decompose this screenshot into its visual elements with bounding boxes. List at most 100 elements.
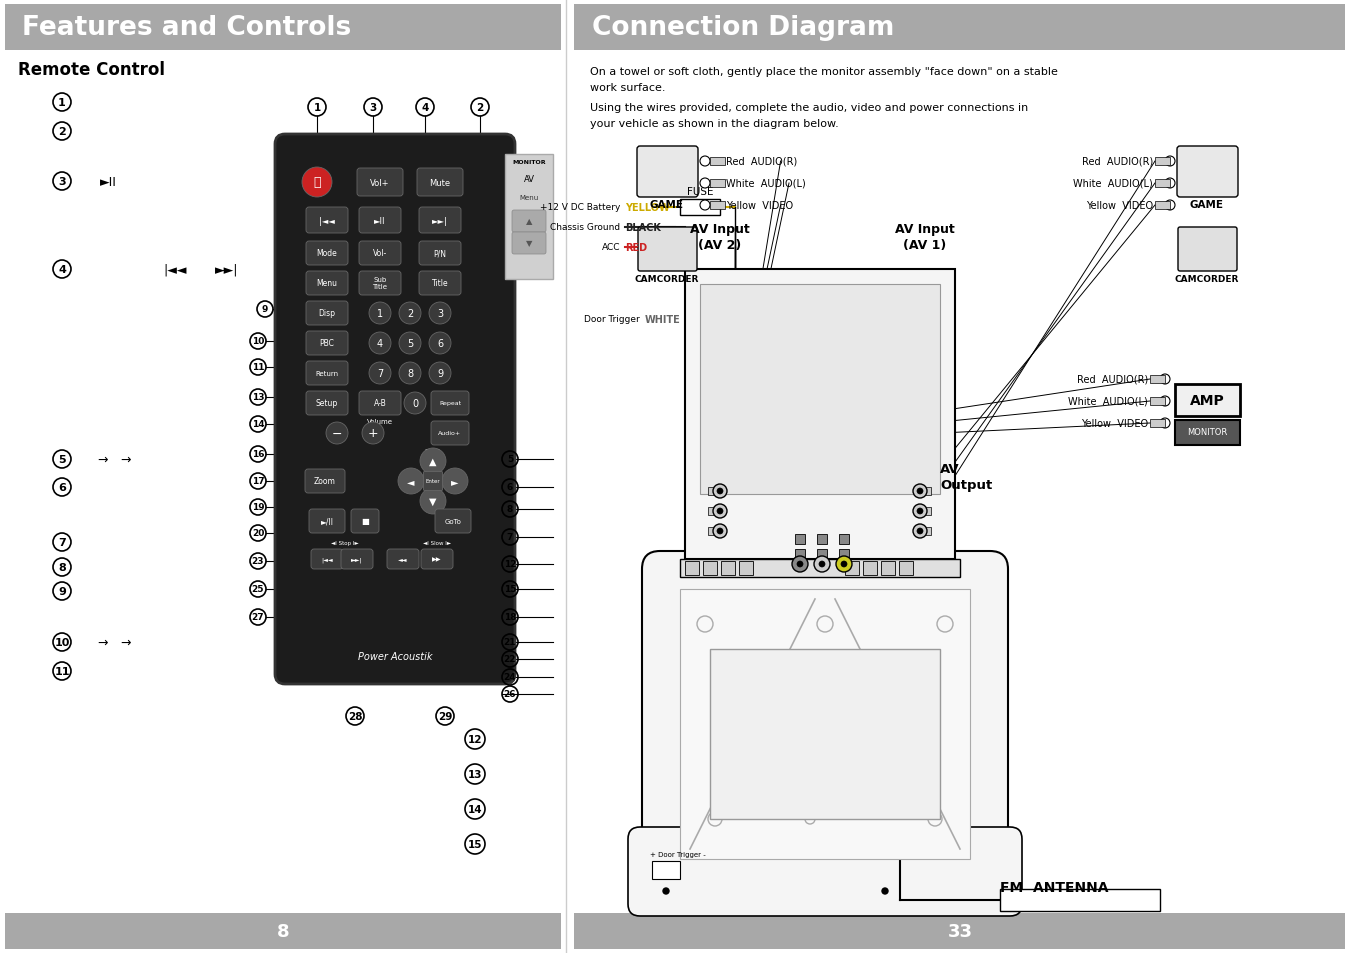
- Text: Red  AUDIO(R): Red AUDIO(R): [1077, 375, 1147, 385]
- Text: ◄I Stop I►: ◄I Stop I►: [331, 541, 359, 546]
- Text: Connection Diagram: Connection Diagram: [593, 15, 894, 41]
- Text: AV Input: AV Input: [690, 223, 749, 236]
- Circle shape: [796, 561, 803, 567]
- Text: 1: 1: [313, 103, 321, 112]
- Text: 18: 18: [504, 613, 516, 622]
- Text: P/N: P/N: [433, 250, 447, 258]
- Text: 13: 13: [467, 769, 482, 780]
- Text: 8: 8: [406, 369, 413, 378]
- Text: AMP: AMP: [1189, 394, 1224, 408]
- Text: 6: 6: [506, 483, 513, 492]
- Bar: [838, 535, 849, 544]
- Text: 6: 6: [58, 482, 66, 493]
- Circle shape: [717, 509, 724, 515]
- Circle shape: [713, 504, 728, 518]
- Bar: [738, 561, 753, 576]
- Text: Output: Output: [940, 479, 992, 492]
- Text: Vol-: Vol-: [373, 250, 387, 258]
- Circle shape: [792, 557, 809, 573]
- Text: On a towel or soft cloth, gently place the monitor assembly "face down" on a sta: On a towel or soft cloth, gently place t…: [590, 67, 1058, 77]
- Text: 17: 17: [251, 477, 265, 486]
- Text: Enter: Enter: [425, 479, 440, 484]
- Circle shape: [369, 333, 391, 355]
- FancyBboxPatch shape: [628, 827, 1022, 916]
- Text: PBC: PBC: [320, 339, 335, 348]
- Circle shape: [713, 484, 728, 498]
- Bar: [1156, 202, 1170, 210]
- Text: 22: 22: [504, 655, 516, 664]
- Text: 11: 11: [251, 363, 265, 372]
- Text: →: →: [97, 636, 108, 649]
- Circle shape: [1165, 201, 1174, 211]
- Circle shape: [302, 168, 332, 198]
- Text: Mute: Mute: [429, 178, 451, 188]
- Text: Title: Title: [432, 279, 448, 288]
- FancyBboxPatch shape: [1179, 228, 1237, 272]
- Text: Yellow  VIDEO: Yellow VIDEO: [726, 201, 794, 211]
- Text: →: →: [120, 453, 131, 466]
- Text: GAME: GAME: [1189, 200, 1224, 210]
- Text: ►►|: ►►|: [432, 216, 448, 225]
- Bar: [703, 561, 717, 576]
- Text: +: +: [367, 427, 378, 440]
- Text: ▼: ▼: [429, 497, 437, 506]
- Text: Features and Controls: Features and Controls: [22, 15, 351, 41]
- Circle shape: [400, 363, 421, 385]
- Text: MONITOR: MONITOR: [1187, 428, 1227, 437]
- Bar: [5, 913, 562, 949]
- FancyBboxPatch shape: [309, 510, 346, 534]
- Text: 8: 8: [277, 923, 289, 940]
- Text: (AV 1): (AV 1): [903, 239, 946, 253]
- Text: ◄I Slow I►: ◄I Slow I►: [423, 541, 451, 546]
- Circle shape: [441, 469, 468, 495]
- FancyBboxPatch shape: [431, 421, 468, 446]
- Text: Audio+: Audio+: [439, 431, 462, 436]
- FancyBboxPatch shape: [637, 147, 698, 198]
- Text: Menu: Menu: [520, 194, 539, 201]
- Text: ◄: ◄: [408, 476, 414, 486]
- Text: 11: 11: [54, 666, 70, 677]
- FancyBboxPatch shape: [306, 392, 348, 416]
- Bar: [919, 507, 931, 516]
- Text: 19: 19: [251, 503, 265, 512]
- Text: 0: 0: [412, 398, 418, 409]
- Circle shape: [913, 524, 927, 538]
- Text: 12: 12: [467, 734, 482, 744]
- Text: 3: 3: [58, 177, 66, 187]
- Text: 10: 10: [54, 638, 70, 647]
- Bar: [1174, 385, 1241, 416]
- Text: −: −: [332, 427, 343, 440]
- Text: ▲: ▲: [525, 217, 532, 226]
- Text: 26: 26: [504, 690, 516, 699]
- Text: ◄◄: ◄◄: [398, 557, 408, 562]
- Bar: [1174, 420, 1241, 446]
- Text: 5: 5: [506, 455, 513, 464]
- FancyBboxPatch shape: [306, 302, 348, 326]
- Text: Vol+: Vol+: [370, 178, 390, 188]
- Circle shape: [713, 524, 728, 538]
- Circle shape: [814, 557, 830, 573]
- Text: ▶▶: ▶▶: [432, 557, 441, 562]
- Text: ACC: ACC: [602, 243, 620, 253]
- FancyBboxPatch shape: [512, 233, 545, 254]
- Text: Using the wires provided, complete the audio, video and power connections in: Using the wires provided, complete the a…: [590, 103, 1029, 112]
- Bar: [5, 5, 562, 51]
- Text: 29: 29: [437, 711, 452, 721]
- Text: Sub
Title: Sub Title: [373, 277, 387, 291]
- FancyBboxPatch shape: [639, 228, 697, 272]
- Circle shape: [420, 449, 446, 475]
- Text: |◄◄: |◄◄: [319, 216, 335, 225]
- Bar: [1156, 158, 1170, 166]
- Circle shape: [917, 489, 923, 495]
- FancyBboxPatch shape: [275, 135, 514, 684]
- Text: AV Input: AV Input: [895, 223, 954, 236]
- FancyBboxPatch shape: [305, 470, 346, 494]
- Text: Menu: Menu: [316, 279, 338, 288]
- Text: ►II: ►II: [374, 216, 386, 225]
- FancyBboxPatch shape: [424, 472, 443, 491]
- Circle shape: [1160, 375, 1170, 385]
- Text: ▲: ▲: [429, 456, 437, 467]
- Bar: [574, 5, 1345, 51]
- Text: ⏻: ⏻: [313, 176, 321, 190]
- Text: White  AUDIO(L): White AUDIO(L): [1068, 396, 1148, 407]
